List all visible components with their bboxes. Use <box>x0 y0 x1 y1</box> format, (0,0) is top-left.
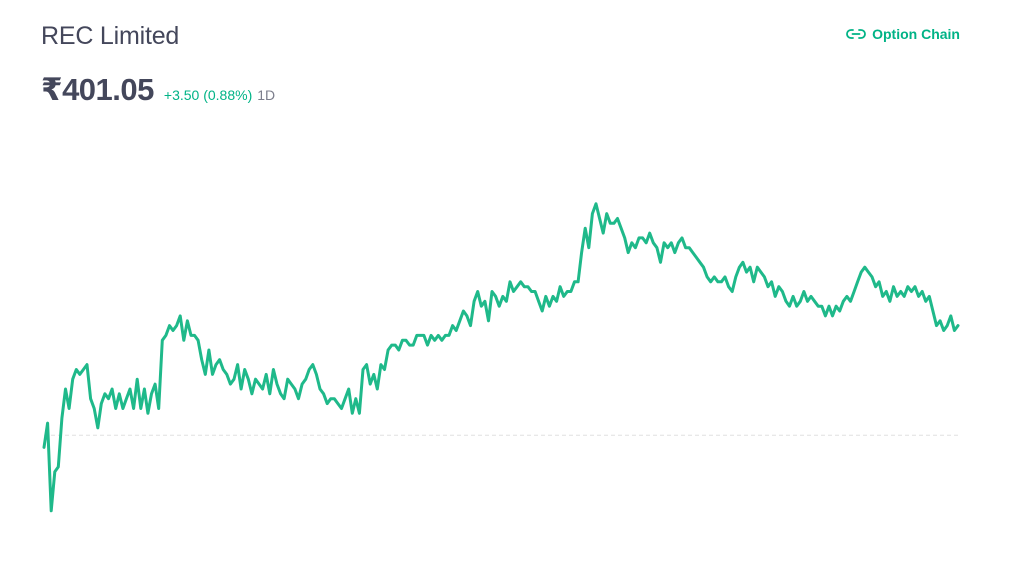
current-price: ₹401.05 <box>41 72 154 107</box>
time-period: 1D <box>257 87 276 103</box>
option-chain-link[interactable]: Option Chain <box>846 26 960 42</box>
price-change: +3.50 (0.88%) <box>163 87 253 103</box>
option-chain-label: Option Chain <box>872 26 960 42</box>
price-series-line <box>42 202 960 513</box>
price-row: ₹401.05 +3.50 (0.88%) 1D <box>41 72 275 108</box>
stock-name: REC Limited <box>41 22 180 50</box>
link-icon <box>846 28 866 40</box>
